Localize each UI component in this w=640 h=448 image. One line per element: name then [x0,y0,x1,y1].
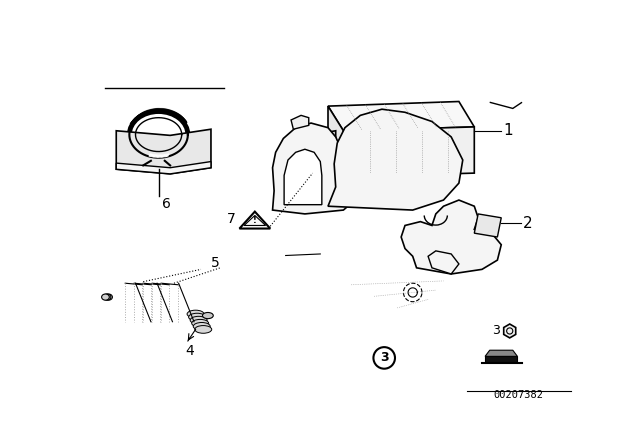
Bar [315,160,323,164]
Text: 1: 1 [504,123,513,138]
FancyBboxPatch shape [152,155,164,164]
Polygon shape [328,102,474,131]
Polygon shape [284,149,322,205]
Polygon shape [401,200,501,274]
Text: 00207382: 00207382 [493,390,543,400]
Text: 6: 6 [163,197,172,211]
Text: 7: 7 [227,211,236,225]
Ellipse shape [103,294,111,300]
Bar [315,172,323,176]
Text: !: ! [253,216,257,225]
Polygon shape [428,251,459,274]
Ellipse shape [190,316,207,324]
Polygon shape [328,106,344,177]
FancyBboxPatch shape [170,163,175,168]
Polygon shape [239,211,270,228]
Polygon shape [474,214,501,237]
Ellipse shape [195,326,212,333]
Polygon shape [328,109,463,210]
FancyBboxPatch shape [141,163,148,168]
Text: 2: 2 [523,215,532,231]
Text: 5: 5 [211,256,220,270]
Text: 3: 3 [492,324,500,337]
Ellipse shape [102,294,109,300]
Bar [485,356,517,362]
Text: 4: 4 [185,344,194,358]
Ellipse shape [189,313,205,321]
Bar [315,166,323,170]
Ellipse shape [193,323,210,330]
Ellipse shape [202,313,213,319]
Ellipse shape [187,310,204,318]
Polygon shape [301,131,336,183]
Text: 3: 3 [380,351,388,364]
Ellipse shape [305,158,333,177]
Ellipse shape [105,294,113,300]
Polygon shape [116,162,211,174]
Polygon shape [273,123,361,214]
Polygon shape [344,127,474,177]
Polygon shape [116,129,211,174]
Polygon shape [504,324,516,338]
Polygon shape [291,116,308,129]
Ellipse shape [192,319,209,327]
Polygon shape [485,350,517,356]
